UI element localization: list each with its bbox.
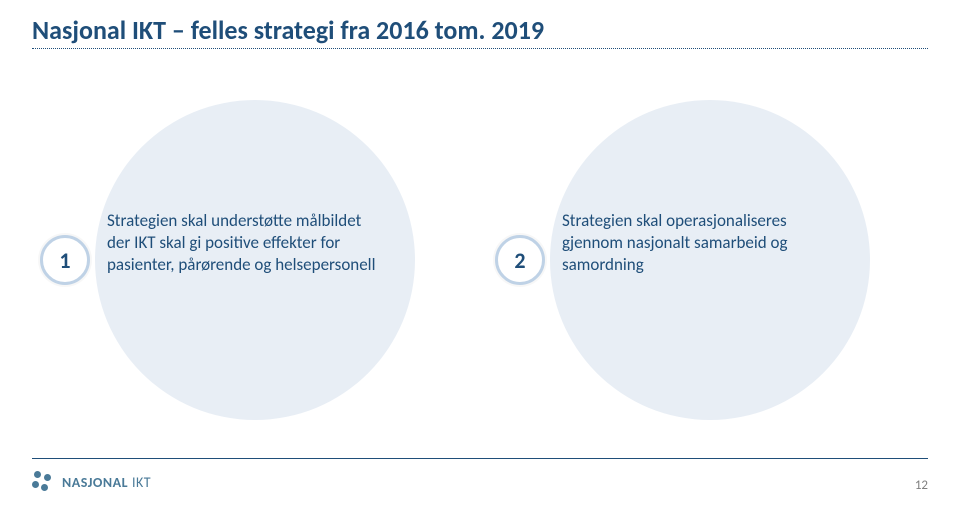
logo-main: NASJONAL xyxy=(62,474,128,491)
footer-logo: NASJONALIKT xyxy=(32,471,151,493)
strategy-item-1: 1 Strategien skal understøtte målbildet … xyxy=(95,100,415,420)
page-title: Nasjonal IKT – felles strategi fra 2016 … xyxy=(32,14,544,46)
strategy-text-2: Strategien skal operasjonaliseres gjenno… xyxy=(562,210,832,276)
number-badge-2: 2 xyxy=(495,235,545,285)
logo-text: NASJONALIKT xyxy=(62,474,151,491)
number-badge-1: 1 xyxy=(40,235,90,285)
footer-divider xyxy=(32,458,928,459)
strategy-item-2: 2 Strategien skal operasjonaliseres gjen… xyxy=(550,100,870,420)
title-underline xyxy=(32,48,928,49)
page-number: 12 xyxy=(915,478,928,493)
logo-sub: IKT xyxy=(132,474,151,491)
content-area: 1 Strategien skal understøtte målbildet … xyxy=(0,80,960,447)
logo-dots-icon xyxy=(32,471,54,493)
strategy-text-1: Strategien skal understøtte målbildet de… xyxy=(107,210,377,276)
